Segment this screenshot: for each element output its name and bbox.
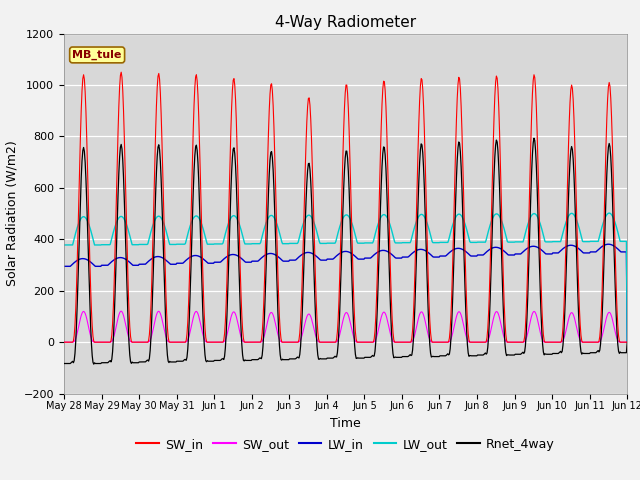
Y-axis label: Solar Radiation (W/m2): Solar Radiation (W/m2) xyxy=(5,141,18,287)
Text: MB_tule: MB_tule xyxy=(72,50,122,60)
Legend: SW_in, SW_out, LW_in, LW_out, Rnet_4way: SW_in, SW_out, LW_in, LW_out, Rnet_4way xyxy=(131,433,560,456)
X-axis label: Time: Time xyxy=(330,417,361,430)
Title: 4-Way Radiometer: 4-Way Radiometer xyxy=(275,15,416,30)
